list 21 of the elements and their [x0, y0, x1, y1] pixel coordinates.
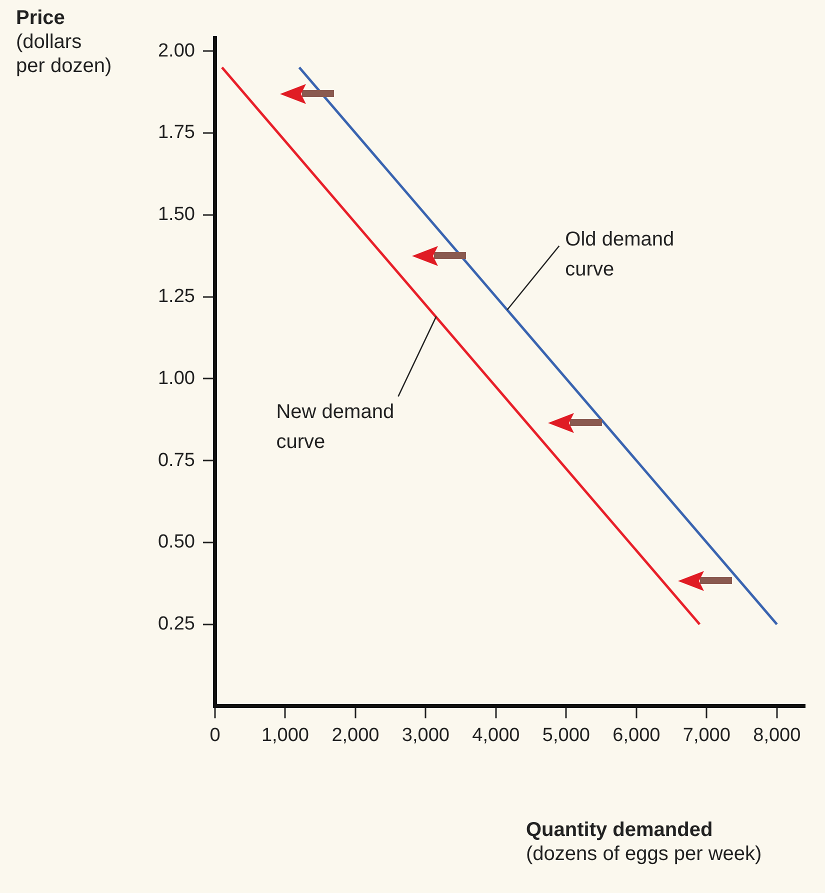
y-tick-label: 0.25: [158, 614, 195, 635]
x-tick-label: 4,000: [472, 724, 520, 746]
annotation: New demand curve: [276, 400, 394, 453]
x-tick-label: 3,000: [402, 724, 450, 746]
x-tick-label: 5,000: [542, 724, 590, 746]
x-tick-label: 1,000: [261, 724, 309, 746]
x-tick-label: 6,000: [612, 724, 660, 746]
y-tick-label: 1.50: [158, 204, 195, 226]
x-axis-title: Quantity demanded (dozens of eggs per week): [526, 819, 762, 865]
y-axis-title: Price (dollars per dozen): [16, 7, 112, 77]
x-tick-label: 7,000: [682, 724, 730, 746]
y-tick-label: 0.75: [158, 450, 195, 471]
annotation: Old demand curve: [565, 228, 674, 280]
y-tick-label: 1.00: [158, 368, 195, 389]
x-tick-label: 0: [210, 724, 220, 746]
y-tick-label: 0.50: [158, 532, 195, 553]
y-tick-label: 2.00: [158, 40, 195, 62]
y-tick-label: 1.75: [158, 122, 195, 144]
y-tick-label: 1.25: [158, 286, 195, 307]
x-tick-label: 8,000: [753, 724, 801, 746]
x-tick-label: 2,000: [332, 724, 380, 746]
